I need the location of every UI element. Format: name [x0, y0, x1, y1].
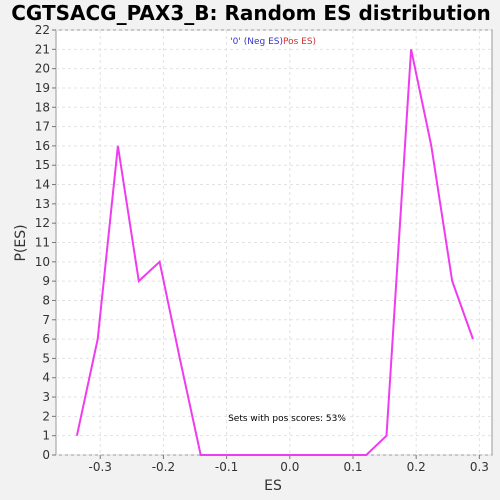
grid — [56, 29, 492, 456]
y-tick-label: 21 — [35, 42, 50, 56]
y-tick-label: 9 — [42, 274, 50, 288]
y-tick-label: 17 — [35, 120, 50, 134]
y-tick-label: 11 — [35, 236, 50, 250]
x-tick-label: 0.1 — [343, 460, 362, 474]
y-tick-label: 19 — [35, 81, 50, 95]
y-tick-label: 14 — [35, 178, 50, 192]
y-tick-label: 10 — [35, 255, 50, 269]
y-tick-label: 13 — [35, 197, 50, 211]
x-tick-label: -0.2 — [152, 460, 175, 474]
y-axis-label: P(ES) — [13, 224, 29, 261]
y-tick-label: 16 — [35, 139, 50, 153]
y-tick-label: 15 — [35, 158, 50, 172]
y-tick-label: 6 — [42, 332, 50, 346]
x-axis: -0.3 -0.2 -0.1 0.0 0.1 0.2 0.3 — [89, 455, 489, 474]
legend-item-neg: '0' (Neg ES) — [230, 37, 283, 47]
x-tick-label: 0.2 — [407, 460, 426, 474]
series-line — [75, 49, 474, 456]
y-tick-label: 5 — [42, 351, 50, 365]
y-tick-label: 7 — [42, 313, 50, 327]
y-tick-label: 3 — [42, 390, 50, 404]
y-tick-label: 0 — [42, 448, 50, 462]
y-tick-label: 8 — [42, 293, 50, 307]
y-tick-label: 1 — [42, 429, 50, 443]
y-tick-label: 2 — [42, 409, 50, 423]
y-tick-label: 4 — [42, 371, 50, 385]
x-tick-label: 0.0 — [280, 460, 299, 474]
series-layer — [75, 49, 474, 456]
annotation: Sets with pos scores: 53% — [228, 414, 346, 424]
y-tick-label: 12 — [35, 216, 50, 230]
chart-title: CGTSACG_PAX3_B: Random ES distribution — [11, 1, 491, 25]
x-tick-label: 0.3 — [470, 460, 489, 474]
x-tick-label: -0.3 — [89, 460, 112, 474]
y-tick-label: 18 — [35, 100, 50, 114]
x-axis-label: ES — [264, 478, 282, 494]
x-tick-label: -0.1 — [215, 460, 238, 474]
y-tick-label: 22 — [35, 23, 50, 37]
y-tick-label: 20 — [35, 62, 50, 76]
legend-item-pos: Pos ES) — [283, 37, 316, 47]
